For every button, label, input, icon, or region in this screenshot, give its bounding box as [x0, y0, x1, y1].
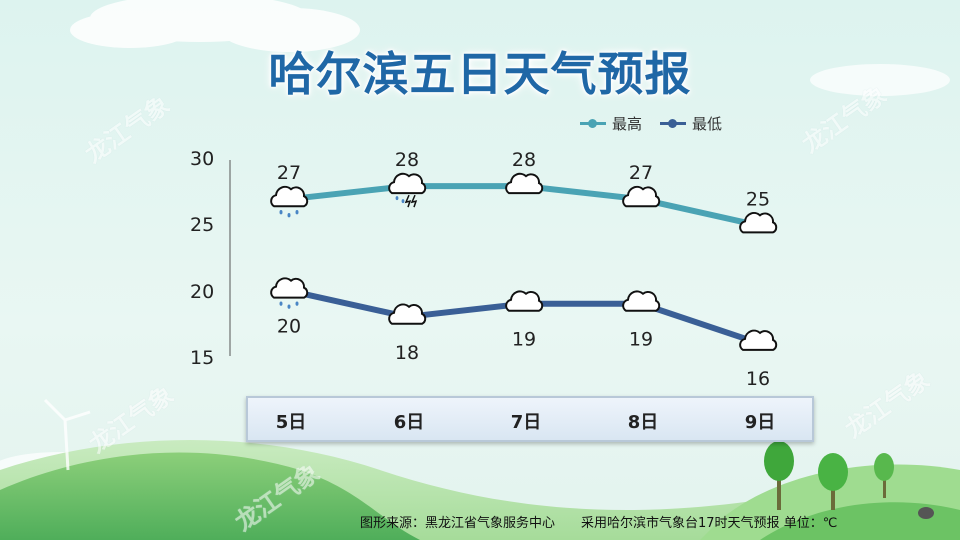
footer-note: 图形来源：黑龙江省气象服务中心 采用哈尔滨市气象台17时天气预报 单位：℃	[360, 512, 863, 531]
cloud-icon	[505, 290, 544, 312]
thunderstorm-cloud-icon	[388, 172, 427, 208]
data-label: 19	[512, 329, 536, 351]
data-label: 28	[395, 149, 419, 171]
rain-cloud-icon	[270, 185, 309, 218]
y-tick-label: 30	[190, 148, 215, 170]
legend-label-high: 最高	[612, 115, 643, 133]
x-tick-label: 5日	[275, 412, 307, 433]
cloud-icon	[622, 185, 661, 208]
data-label: 19	[629, 329, 653, 351]
cloud-icon	[505, 172, 544, 195]
cloud-icon	[739, 329, 778, 351]
x-tick-label: 6日	[393, 412, 425, 433]
y-tick-label: 25	[190, 214, 215, 236]
y-tick-label: 20	[190, 281, 215, 303]
data-label: 27	[277, 162, 301, 184]
tree-icon	[764, 441, 934, 519]
x-axis-day-bar: 5日 6日 7日 8日 9日	[246, 396, 814, 442]
legend-label-low: 最低	[692, 115, 723, 133]
x-tick-label: 8日	[627, 412, 659, 433]
x-tick-label: 7日	[510, 412, 542, 433]
footer-source: 图形来源：黑龙江省气象服务中心	[360, 516, 556, 531]
data-label: 28	[512, 149, 536, 171]
data-label: 20	[277, 316, 301, 338]
legend-item-low: 最低	[660, 113, 722, 134]
decor-cloud	[70, 0, 360, 52]
legend-swatch-high	[580, 119, 606, 128]
cloud-icon	[388, 303, 427, 325]
windmill-icon	[43, 398, 91, 471]
page-title: 哈尔滨五日天气预报	[268, 47, 692, 101]
data-label: 16	[746, 368, 770, 390]
legend-swatch-low	[660, 119, 686, 128]
legend-item-high: 最高	[580, 113, 642, 134]
data-label: 25	[746, 188, 770, 210]
x-tick-label: 9日	[744, 412, 776, 433]
data-label: 18	[395, 342, 419, 364]
y-tick-label: 15	[190, 347, 215, 369]
cloud-icon	[622, 290, 661, 312]
footer-forecast-note: 采用哈尔滨市气象台17时天气预报 单位：℃	[581, 516, 838, 531]
cloud-icon	[739, 212, 778, 234]
data-label: 27	[629, 162, 653, 184]
rain-cloud-icon	[270, 277, 309, 309]
